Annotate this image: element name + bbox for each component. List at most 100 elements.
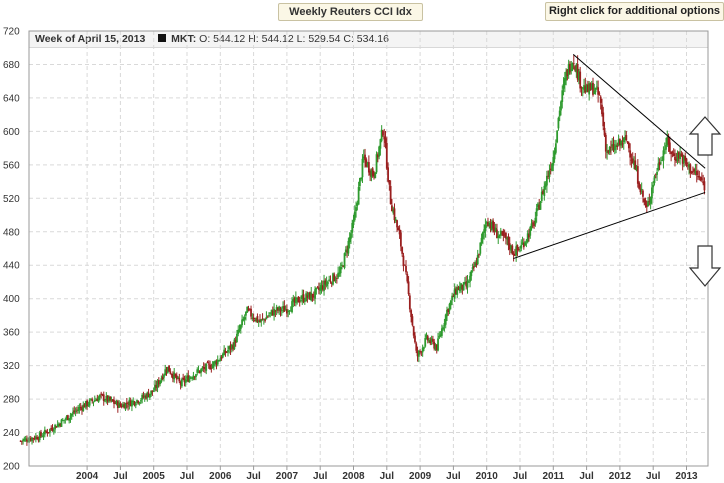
candle-body — [289, 310, 292, 312]
candle-body — [540, 191, 543, 201]
candle-body — [362, 156, 365, 159]
candle-body — [578, 71, 580, 81]
candle-body — [610, 146, 612, 148]
candle-body — [310, 292, 313, 301]
candle-body — [571, 63, 574, 70]
candle-body — [250, 308, 252, 317]
candle-body — [457, 287, 460, 291]
candle-body — [483, 229, 486, 233]
candle-body — [320, 285, 323, 289]
candle-body — [602, 112, 605, 127]
candle-body — [234, 340, 237, 343]
candle-body — [47, 432, 50, 433]
candle-body — [503, 234, 506, 236]
candle-body — [530, 223, 533, 229]
candle-body — [611, 144, 614, 147]
candle-body — [629, 150, 632, 158]
candle-body — [119, 403, 122, 407]
candle-body — [355, 207, 357, 212]
candle-body — [229, 344, 232, 350]
candle-body — [686, 165, 689, 167]
candle-body — [238, 329, 241, 331]
candle-body — [525, 240, 528, 242]
candle-body — [316, 286, 319, 288]
candle-body — [694, 171, 697, 174]
candle-body — [692, 171, 694, 172]
candle-body — [131, 400, 133, 407]
candle-body — [537, 203, 539, 208]
candle-body — [93, 399, 96, 402]
candle-body — [301, 295, 304, 300]
candle-body — [690, 171, 693, 174]
candle-body — [54, 424, 56, 430]
candle-body — [403, 264, 406, 266]
candle-body — [383, 136, 386, 140]
candle-body — [300, 299, 302, 301]
candle-body — [314, 289, 316, 299]
candle-body — [24, 438, 27, 440]
candle-body — [92, 401, 95, 403]
candle-body — [292, 299, 295, 302]
candle-body — [370, 170, 373, 177]
y-tick-label: 720 — [3, 27, 20, 38]
candle-body — [293, 298, 296, 303]
candle-body — [133, 401, 136, 405]
candle-body — [83, 404, 86, 408]
x-tick-label: Jul — [113, 471, 128, 482]
candle-body — [542, 190, 544, 195]
candle-body — [584, 86, 587, 93]
candle-body — [120, 405, 123, 408]
candle-body — [539, 201, 542, 210]
candle-body — [522, 243, 525, 248]
x-tick-label: Jul — [380, 471, 395, 482]
candle-body — [651, 187, 653, 199]
candle-body — [408, 295, 411, 310]
candle-body — [145, 395, 147, 399]
candle-body — [73, 410, 76, 413]
candle-body — [574, 66, 576, 71]
arrow-down-icon[interactable] — [688, 245, 722, 287]
candle-body — [350, 233, 352, 239]
close-value: C: 534.16 — [343, 33, 389, 45]
candle-body — [19, 440, 22, 442]
candle-body — [283, 306, 286, 312]
candle-body — [398, 229, 401, 235]
candle-body — [554, 143, 557, 153]
candle-body — [595, 86, 598, 88]
candle-body — [507, 236, 510, 245]
candle-body — [306, 295, 309, 298]
candle-body — [84, 400, 87, 408]
title-button[interactable]: Weekly Reuters CCI Idx — [278, 3, 423, 21]
candle-body — [177, 377, 179, 379]
candle-body — [549, 168, 552, 171]
arrow-up-icon[interactable] — [688, 116, 722, 156]
candle-body — [209, 364, 211, 370]
candle-body — [515, 246, 518, 256]
candle-body — [338, 272, 341, 274]
candle-body — [453, 288, 456, 299]
candle-body — [412, 326, 415, 336]
candle-body — [439, 334, 442, 337]
candle-body — [506, 237, 509, 240]
candle-body — [647, 201, 649, 207]
candle-body — [521, 242, 524, 245]
candle-body — [337, 272, 340, 278]
candle-body — [38, 432, 41, 441]
candle-body — [556, 130, 559, 143]
x-tick-label: Jul — [446, 471, 461, 482]
candle-body — [138, 402, 141, 404]
candle-body — [319, 287, 322, 291]
candle-body — [248, 308, 251, 310]
candle-body — [41, 436, 44, 438]
candle-body — [46, 432, 49, 434]
candle-body — [172, 374, 174, 379]
candle-body — [375, 154, 378, 173]
candle-body — [197, 370, 200, 372]
candle-body — [510, 245, 512, 251]
additional-options-button[interactable]: Right click for additional options — [545, 2, 724, 21]
candle-body — [620, 140, 623, 146]
candle-body — [376, 154, 379, 158]
candle-body — [474, 262, 477, 267]
candle-body — [438, 336, 441, 338]
